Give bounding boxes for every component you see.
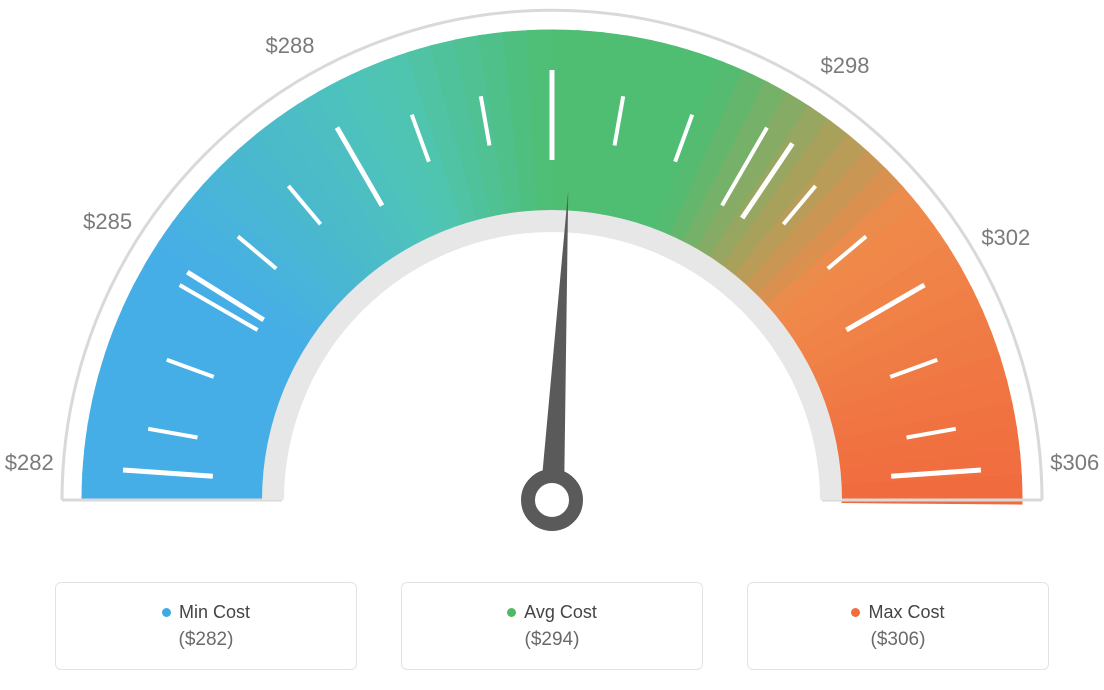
- gauge-area: [0, 0, 1104, 560]
- avg-cost-title: Avg Cost: [507, 602, 597, 623]
- avg-cost-label: Avg Cost: [524, 602, 597, 623]
- max-dot-icon: [851, 608, 860, 617]
- min-cost-title: Min Cost: [162, 602, 250, 623]
- min-dot-icon: [162, 608, 171, 617]
- scale-label: $298: [821, 53, 870, 79]
- avg-dot-icon: [507, 608, 516, 617]
- avg-cost-card: Avg Cost ($294): [401, 582, 703, 670]
- scale-label: $306: [1050, 450, 1099, 476]
- min-cost-card: Min Cost ($282): [55, 582, 357, 670]
- scale-label: $285: [83, 209, 132, 235]
- max-cost-title: Max Cost: [851, 602, 944, 623]
- min-cost-value: ($282): [179, 629, 234, 651]
- max-cost-card: Max Cost ($306): [747, 582, 1049, 670]
- gauge-svg: [0, 0, 1104, 560]
- max-cost-value: ($306): [871, 629, 926, 651]
- max-cost-label: Max Cost: [868, 602, 944, 623]
- scale-label: $282: [5, 450, 54, 476]
- avg-cost-value: ($294): [525, 629, 580, 651]
- scale-label: $302: [981, 225, 1030, 251]
- min-cost-label: Min Cost: [179, 602, 250, 623]
- summary-cards: Min Cost ($282) Avg Cost ($294) Max Cost…: [0, 582, 1104, 670]
- cost-gauge-chart: $282$285$288$294$298$302$306 Min Cost ($…: [0, 0, 1104, 690]
- scale-label: $288: [266, 33, 315, 59]
